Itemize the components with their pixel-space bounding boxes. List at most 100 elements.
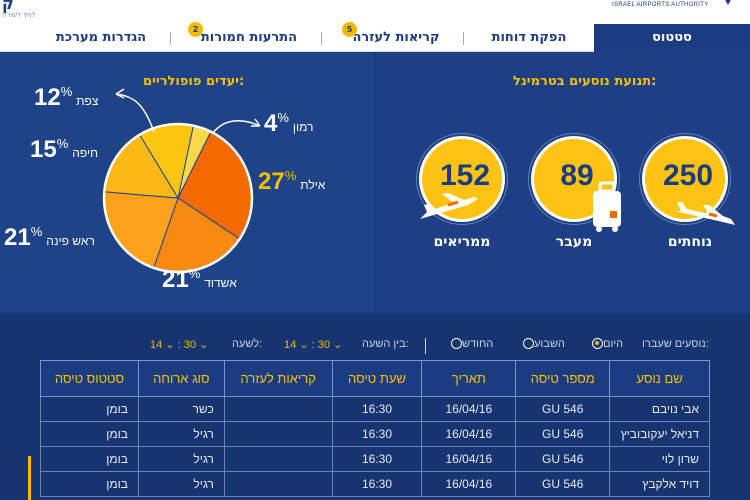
cell-passenger-name: דניאל יעקובוביץ [609,421,710,447]
cell-help-calls [223,396,333,422]
pie-label-haifa: חיפה 15% [30,136,102,164]
landing-label: נוחתים [667,234,713,250]
to-time-label: לשעה: [232,338,263,350]
time-colon: : [311,339,315,351]
traffic-title: תנועת נוסעים בטרמינל: [513,74,657,89]
cell-flight-time: 16:30 [331,446,423,472]
chevron-down-icon: ⌄ [299,339,309,351]
cell-date: 16/04/16 [421,471,517,497]
to-minute-value[interactable]: 30 [183,339,196,351]
cell-flight-status: בומן [40,396,139,422]
radio-week[interactable] [523,338,534,349]
col-header-date[interactable]: תאריך [421,360,517,397]
table-scroll-indicator[interactable] [28,456,31,500]
tab-severe-alerts[interactable]: התרעות חמורות 2 [180,22,318,52]
pie-label-ramon: רמון 4% [264,110,317,138]
table-header-row: שם נוסע מספר טיסה תאריך שעת טיסה קריאות … [40,360,710,397]
tab-divider [463,32,464,45]
filter-today[interactable]: היום [587,338,623,350]
table-row[interactable]: שרון לוי GU 546 16/04/16 16:30 רגיל בומן [40,446,710,472]
airport-authority-logo-icon [725,0,731,5]
tab-label: סטטוס [652,30,692,45]
filter-divider [425,338,426,354]
pie-label-rosh-pina: ראש פינה 21% [4,224,99,252]
from-hour-value[interactable]: 14 [284,339,297,351]
col-header-help-calls[interactable]: קריאות לעזרה [223,360,333,397]
transit-count-circle[interactable]: 89 [531,136,621,232]
percent-sign: % [56,136,69,151]
from-time-label: בין השעה: [362,338,409,350]
takeoff-count-circle[interactable]: 152 [419,136,505,222]
chevron-down-icon: ⌄ [333,339,343,351]
cell-date: 16/04/16 [421,446,517,472]
tab-help-calls[interactable]: קריאות לעזרה 5 [330,22,462,52]
col-header-meal-type[interactable]: סוג ארוחה [137,360,225,397]
filter-month[interactable]: החודש [446,338,493,350]
cell-help-calls [223,446,333,472]
table-row[interactable]: דניאל יעקובוביץ GU 546 16/04/16 16:30 רג… [40,421,710,447]
tab-divider [321,32,322,45]
from-minute-value[interactable]: 30 [317,339,330,351]
pie-value-label: 12 [34,84,61,111]
top-header: ק לחץ לשירה ISRAEL AIRPORTS AUTHORITY [0,0,750,24]
percent-sign: % [284,168,297,183]
landing-plane-icon [675,202,735,225]
cell-date: 16/04/16 [421,396,517,422]
pie-outline [102,122,254,274]
cell-help-calls [223,471,333,497]
tab-system-settings[interactable]: הגדרות מערכת [40,24,162,52]
pie-value-label: 21 [4,224,31,251]
terminal-traffic-panel: תנועת נוסעים בטרמינל: 250 נוחתים 89 מעבר… [376,52,750,312]
cell-flight-time: 16:30 [331,421,423,447]
col-header-passenger-name[interactable]: שם נוסע [609,360,710,397]
percent-sign: % [277,110,289,125]
app-logo-subtitle: לחץ לשירה [2,11,36,19]
passengers-section: נוסעים שעברו: היום השבוע החודש בין השעה:… [0,314,750,500]
table-row[interactable]: דויד אלקבץ GU 546 16/04/16 16:30 רגיל בו… [40,471,710,497]
tab-status[interactable]: סטטוס [594,24,750,52]
tab-reports[interactable]: הפקת דוחות [470,24,588,52]
pie-value-label: 4 [264,110,278,137]
passengers-filter-bar: נוסעים שעברו: היום השבוע החודש בין השעה:… [0,338,750,354]
pie-value-label: 27 [258,168,285,195]
table-row[interactable]: אבי נויבם GU 546 16/04/16 16:30 כשר בומן [40,396,710,422]
cell-flight-number: GU 546 [515,421,611,447]
from-time-select[interactable]: 14 ⌄ : 30 ⌄ [284,338,342,351]
landing-count-circle[interactable]: 250 [642,136,735,225]
pie-value-label: 15 [30,136,57,163]
takeoff-plane-icon [420,193,478,219]
to-hour-value[interactable]: 14 [150,339,163,351]
tab-divider [170,32,171,45]
col-header-flight-status[interactable]: סטטוס טיסה [40,360,139,397]
cell-flight-status: בומן [40,471,139,497]
severe-alerts-badge: 2 [188,22,203,37]
col-header-flight-number[interactable]: מספר טיסה [515,360,611,397]
time-colon: : [177,339,181,351]
percent-sign: % [188,266,201,281]
destinations-title: יעדים פופולריים: [143,74,245,89]
to-time-select[interactable]: 14 ⌄ : 30 ⌄ [150,338,208,351]
transit-label: מעבר [555,234,593,250]
pie-category-label: חיפה [72,146,98,160]
percent-sign: % [60,84,73,99]
cell-flight-number: GU 546 [515,446,611,472]
cell-passenger-name: אבי נויבם [609,396,710,422]
takeoff-label: ממריאים [433,234,491,250]
app-logo[interactable]: ק [2,0,14,13]
cell-passenger-name: שרון לוי [609,446,710,472]
filter-option-label: השבוע [534,338,565,350]
radio-today[interactable] [592,338,603,349]
takeoff-count: 152 [439,159,491,192]
cell-meal-type: כשר [137,396,225,422]
cell-flight-status: בומן [40,446,139,472]
tab-label: התרעות חמורות [200,30,298,45]
cell-meal-type: רגיל [137,471,225,497]
cell-meal-type: רגיל [137,446,225,472]
filter-week[interactable]: השבוע [518,338,565,350]
cell-flight-number: GU 546 [515,471,611,497]
destinations-pie-chart [102,122,254,274]
pie-value-label: 21 [162,266,189,293]
radio-month[interactable] [451,338,462,349]
col-header-flight-time[interactable]: שעת טיסה [331,360,423,397]
chevron-down-icon: ⌄ [199,339,209,351]
